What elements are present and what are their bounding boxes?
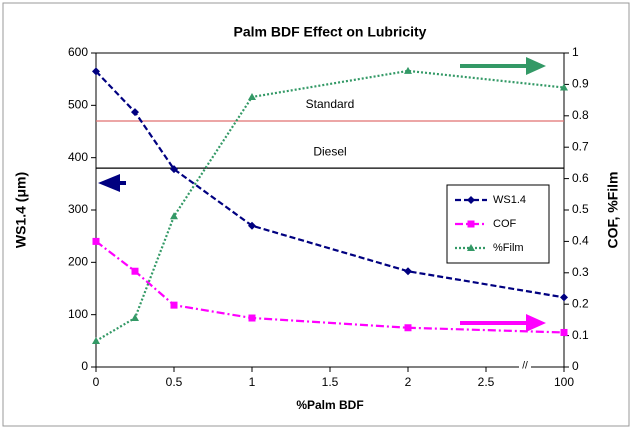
- y-tick-label: 600: [68, 45, 88, 59]
- y2-tick-label: 1: [572, 45, 579, 59]
- marker: [404, 324, 412, 332]
- marker: [131, 267, 139, 275]
- marker: [560, 83, 568, 91]
- series-line: [95, 240, 565, 334]
- x-tick-label: 100: [554, 375, 574, 389]
- marker: [92, 336, 100, 344]
- marker: [170, 212, 178, 220]
- x-tick-label: 1.5: [322, 375, 339, 389]
- y2-tick-label: 0.7: [572, 139, 589, 153]
- series-line: [95, 69, 565, 342]
- legend-box: [446, 184, 550, 264]
- y2-tick-label: 0.5: [572, 202, 589, 216]
- y2-tick-label: 0: [572, 359, 579, 373]
- marker: [404, 66, 412, 74]
- marker: [467, 196, 475, 204]
- marker: [467, 244, 475, 251]
- arrow-right-pink: [460, 314, 546, 332]
- y2-tick-label: 0.1: [572, 328, 589, 342]
- marker: [560, 328, 568, 336]
- x-tick-label: 2: [405, 375, 412, 389]
- marker: [131, 314, 139, 322]
- x-tick-label: 2.5: [478, 375, 495, 389]
- y2-tick-label: 0.9: [572, 77, 589, 91]
- y2-axis-title: COF, %Film: [605, 171, 621, 248]
- arrow-left: [98, 174, 126, 192]
- marker: [92, 67, 100, 76]
- x-tick-label: 0: [93, 375, 100, 389]
- y-tick-label: 300: [68, 202, 88, 216]
- chart-title: Palm BDF Effect on Lubricity: [234, 24, 427, 40]
- marker: [248, 92, 256, 100]
- y-tick-label: 400: [68, 150, 88, 164]
- marker: [170, 165, 178, 174]
- y-tick-label: 500: [68, 98, 88, 112]
- marker: [170, 301, 178, 309]
- arrow-right-green: [460, 57, 546, 75]
- y2-tick-label: 0.8: [572, 108, 589, 122]
- legend-label: COF: [493, 218, 517, 230]
- y-axis-title: WS1.4 (μm): [13, 172, 29, 248]
- y2-tick-label: 0.3: [572, 265, 589, 279]
- legend-label: WS1.4: [493, 194, 526, 206]
- legend-label: %Film: [493, 242, 524, 254]
- marker: [248, 221, 256, 230]
- marker: [467, 220, 475, 228]
- y2-tick-label: 0.4: [572, 234, 589, 248]
- series-line: [95, 70, 565, 299]
- marker: [560, 293, 568, 302]
- marker: [248, 314, 256, 322]
- y-tick-label: 100: [68, 307, 88, 321]
- reference-label: Diesel: [313, 144, 346, 158]
- y2-tick-label: 0.6: [572, 171, 589, 185]
- axis-break-gap: [519, 363, 531, 371]
- y-tick-label: 0: [81, 359, 88, 373]
- x-tick-label: 0.5: [166, 375, 183, 389]
- marker: [92, 237, 100, 245]
- axis-break: //: [522, 361, 528, 372]
- reference-label: Standard: [306, 97, 355, 111]
- x-axis-title: %Palm BDF: [296, 398, 363, 412]
- y-tick-label: 200: [68, 255, 88, 269]
- marker: [131, 108, 139, 117]
- y2-tick-label: 0.2: [572, 296, 589, 310]
- marker: [404, 267, 412, 276]
- x-tick-label: 1: [249, 375, 256, 389]
